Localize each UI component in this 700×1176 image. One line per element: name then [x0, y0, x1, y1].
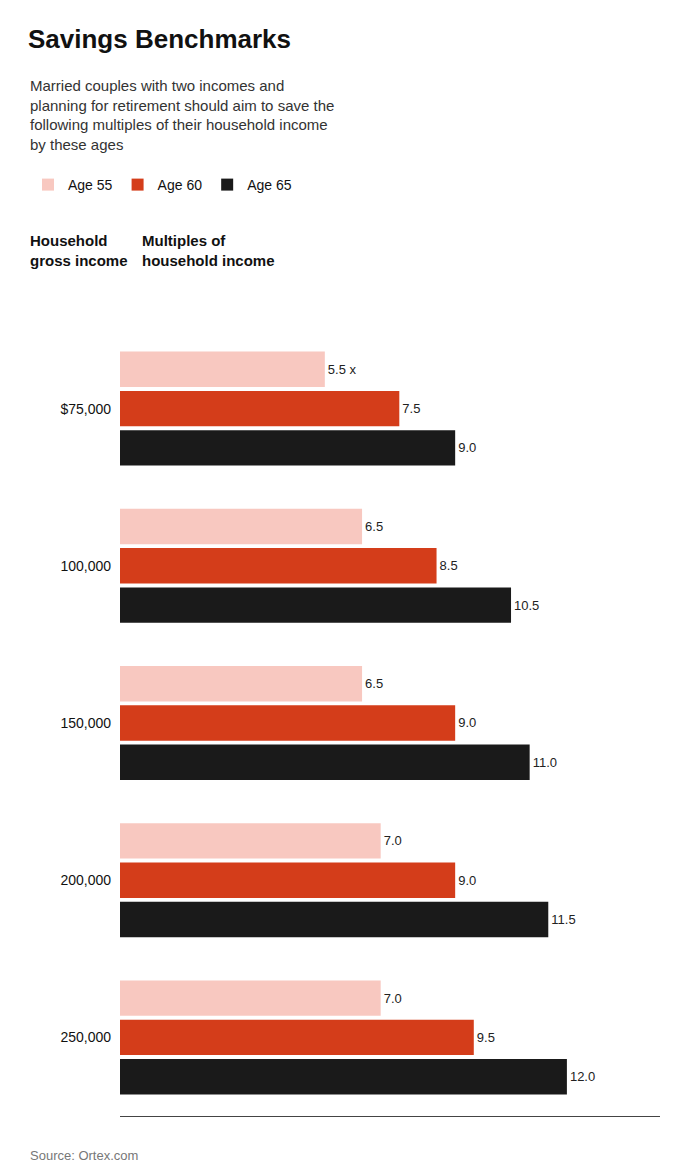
svg-text:6.5: 6.5: [365, 519, 383, 534]
svg-text:Multiples ofhousehold income: Multiples ofhousehold income: [142, 232, 275, 269]
svg-text:11.0: 11.0: [533, 755, 557, 770]
svg-text:Source: Ortex.com: Source: Ortex.com: [30, 1148, 138, 1163]
svg-text:250,000: 250,000: [60, 1029, 111, 1045]
svg-text:7.0: 7.0: [384, 991, 402, 1006]
svg-text:6.5: 6.5: [365, 676, 383, 691]
svg-text:9.0: 9.0: [458, 873, 476, 888]
svg-text:Married couples with two incom: Married couples with two incomes andplan…: [30, 77, 334, 153]
svg-text:9.5: 9.5: [477, 1030, 495, 1045]
svg-text:Savings Benchmarks: Savings Benchmarks: [28, 24, 291, 54]
svg-text:150,000: 150,000: [60, 715, 111, 731]
svg-text:Householdgross income: Householdgross income: [30, 232, 128, 269]
svg-text:Age 55: Age 55: [68, 177, 113, 193]
svg-text:12.0: 12.0: [570, 1069, 595, 1084]
svg-text:10.5: 10.5: [514, 598, 539, 613]
svg-text:7.5: 7.5: [402, 401, 420, 416]
svg-text:9.0: 9.0: [458, 715, 476, 730]
svg-text:5.5 x: 5.5 x: [328, 362, 357, 377]
svg-text:200,000: 200,000: [60, 872, 111, 888]
svg-text:7.0: 7.0: [384, 833, 402, 848]
svg-text:11.5: 11.5: [551, 912, 575, 927]
svg-text:100,000: 100,000: [60, 558, 111, 574]
svg-text:Age 60: Age 60: [158, 177, 203, 193]
svg-text:9.0: 9.0: [458, 440, 476, 455]
svg-text:$75,000: $75,000: [60, 401, 111, 417]
svg-text:8.5: 8.5: [440, 558, 458, 573]
svg-text:Age 65: Age 65: [247, 177, 292, 193]
